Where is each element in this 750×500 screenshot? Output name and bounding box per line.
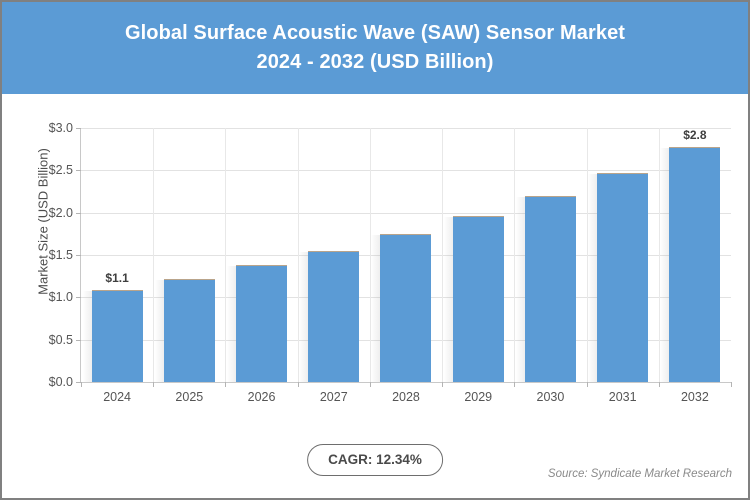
bar[interactable] xyxy=(597,172,649,382)
x-axis-tick-label: 2029 xyxy=(464,390,493,404)
bar-shadow xyxy=(443,216,453,382)
y-axis-tick-mark xyxy=(76,297,81,299)
category-separator xyxy=(297,128,299,382)
source-note: Source: Syndicate Market Research xyxy=(547,468,732,480)
bar-shadow xyxy=(588,173,598,382)
y-axis-tick-label: $1.0 xyxy=(48,290,73,305)
y-axis-tick-mark xyxy=(76,128,81,129)
x-axis-tick-mark xyxy=(658,382,660,387)
bar[interactable] xyxy=(452,215,504,382)
y-axis-tick-label: $0.0 xyxy=(48,375,73,389)
bar-shadow xyxy=(515,197,525,382)
bar-group: 2026 xyxy=(225,128,297,404)
x-axis-tick-label: 2027 xyxy=(319,390,348,404)
category-separator xyxy=(442,128,444,382)
bar[interactable] xyxy=(236,265,288,382)
bar-group: 2028 xyxy=(370,128,442,404)
bar-group: 2027 xyxy=(298,128,370,404)
bar-value-label: $1.1 xyxy=(105,270,129,285)
bar-group: 2025 xyxy=(153,128,225,404)
bar-shadow xyxy=(227,266,237,382)
category-separator xyxy=(586,128,588,382)
cagr-badge: CAGR: 12.34% xyxy=(307,444,443,476)
y-axis-tick-label: $0.5 xyxy=(48,332,73,347)
y-axis-tick-label: $2.0 xyxy=(48,205,73,220)
gridline xyxy=(81,170,731,172)
chart-title-line-1: Global Surface Acoustic Wave (SAW) Senso… xyxy=(124,22,626,44)
x-axis-tick-mark xyxy=(369,382,371,387)
bar-shadow xyxy=(82,290,92,382)
bar-shadow xyxy=(371,234,381,382)
category-separator xyxy=(369,128,371,382)
x-axis-tick-label: 2026 xyxy=(247,390,276,404)
y-axis-tick-mark xyxy=(76,382,81,383)
y-axis-tick-label: $2.5 xyxy=(48,163,73,178)
bar-group: $1.1 2024 xyxy=(81,128,153,404)
bar-group: $2.8 2032 xyxy=(659,128,731,404)
gridline xyxy=(81,128,731,129)
x-axis-tick-label: 2024 xyxy=(103,390,132,404)
bar-shadow xyxy=(154,279,164,382)
bar-shadow xyxy=(660,148,670,382)
bar-value-label: $2.8 xyxy=(683,128,707,143)
category-separator xyxy=(658,128,660,382)
x-axis-tick-mark xyxy=(514,382,516,387)
bar[interactable] xyxy=(669,147,721,382)
bar[interactable] xyxy=(308,250,360,382)
chart-header: Global Surface Acoustic Wave (SAW) Senso… xyxy=(2,2,748,94)
bar[interactable] xyxy=(163,278,215,382)
category-separator xyxy=(153,128,155,382)
y-axis-tick-mark xyxy=(76,255,81,256)
category-separator xyxy=(225,128,227,382)
bar[interactable] xyxy=(524,196,576,382)
x-axis-tick-mark xyxy=(586,382,588,387)
plot-wrapper: Market Size (USD Billion) $0.0 $0.5 $1.0 $1… xyxy=(2,94,748,498)
x-axis-tick-mark xyxy=(81,382,82,387)
x-axis-tick-label: 2025 xyxy=(175,390,204,404)
x-axis-tick-label: 2030 xyxy=(536,390,565,404)
y-axis-tick-mark xyxy=(76,170,81,172)
x-axis-tick-mark xyxy=(731,382,732,387)
x-axis-tick-mark xyxy=(442,382,444,387)
gridline xyxy=(81,212,731,214)
category-separator xyxy=(514,128,516,382)
x-axis-tick-mark xyxy=(153,382,155,387)
y-axis-tick-label: $1.5 xyxy=(48,248,73,262)
bar-group: 2029 xyxy=(442,128,514,404)
plot-area: $0.0 $0.5 $1.0 $1.5 $2.0 $2.5 $3.0 $1.1 2024 2025… xyxy=(49,121,732,404)
bar-group: 2031 xyxy=(587,128,659,404)
y-axis-tick-label: $3.0 xyxy=(48,121,73,135)
y-axis-tick-mark xyxy=(76,339,81,341)
bar[interactable] xyxy=(91,289,143,382)
y-axis-tick-mark xyxy=(76,212,81,214)
bar-group: 2030 xyxy=(514,128,586,404)
x-axis-tick-mark xyxy=(225,382,227,387)
bar[interactable] xyxy=(380,233,432,382)
x-axis-tick-mark xyxy=(297,382,299,387)
x-axis-tick-label: 2032 xyxy=(680,390,709,404)
chart-title-line-2: 2024 - 2032 (USD Billion) xyxy=(256,51,494,73)
x-axis-tick-label: 2028 xyxy=(392,390,420,404)
x-axis-tick-label: 2031 xyxy=(608,390,637,404)
bar-shadow xyxy=(299,251,309,382)
